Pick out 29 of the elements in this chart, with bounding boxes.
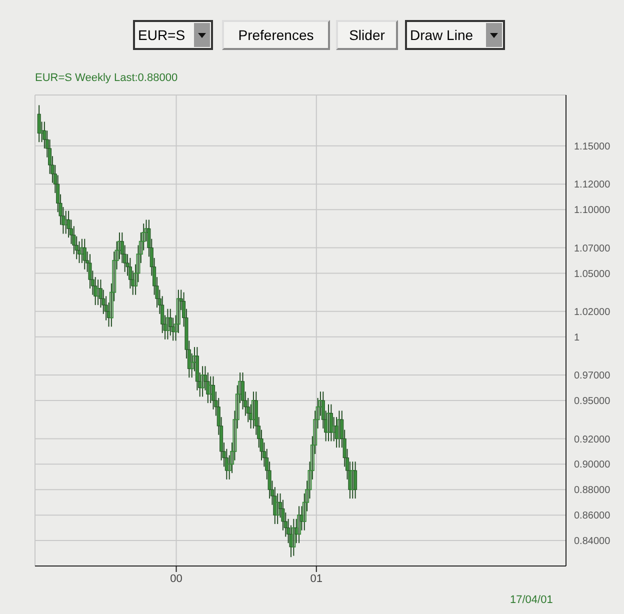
candlestick: [329, 404, 333, 442]
button: Preferences: [222, 20, 330, 50]
y-tick-label: 0.92000: [574, 434, 611, 446]
candlestick: [37, 104, 41, 143]
candlestick: [64, 210, 68, 234]
dropdown-field: Draw Line: [405, 20, 505, 50]
y-tick-label: 0.95000: [574, 396, 611, 408]
y-tick-label: 1.05000: [574, 268, 611, 280]
y-tick-label: 1.07000: [574, 243, 611, 254]
y-tick-label: 0.84000: [574, 536, 611, 548]
y-tick-label: 1.02000: [574, 306, 611, 318]
candlestick: [96, 279, 100, 306]
y-tick-label: 1.15000: [574, 141, 611, 152]
x-tick-label: 00: [170, 572, 182, 585]
chart-title: EUR=S Weekly Last:0.88000: [35, 72, 178, 84]
y-tick-label: 0.86000: [574, 510, 611, 522]
y-tick-label: 1.12000: [574, 180, 611, 191]
dropdown-field: EUR=S: [133, 20, 213, 50]
y-tick-label: 0.90000: [574, 460, 611, 471]
y-tick-label: 0.97000: [574, 370, 611, 382]
text: 17/04/01: [510, 594, 553, 606]
x-tick-label: 01: [310, 572, 323, 585]
candlestick: [82, 238, 86, 270]
y-tick-label: 1: [574, 332, 580, 344]
candlestick: [337, 410, 342, 448]
candlestick: [350, 461, 355, 500]
button: Slider: [336, 20, 398, 50]
y-tick-label: 0.88000: [574, 485, 611, 496]
y-tick-label: 1.10000: [574, 205, 611, 216]
